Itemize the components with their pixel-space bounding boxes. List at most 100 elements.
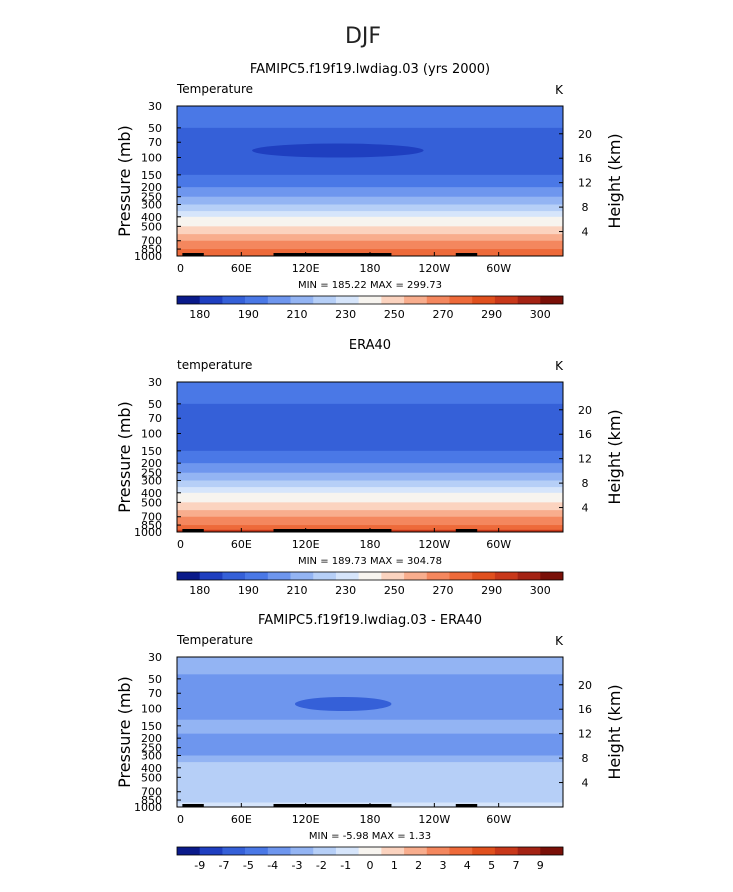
y-tick-label: 70 [148, 687, 162, 700]
colorbar-swatch [222, 296, 246, 304]
colorbar-label: 190 [238, 584, 259, 597]
y-tick-label: 300 [141, 198, 162, 211]
contour-band [177, 733, 563, 756]
panel-title: FAMIPC5.f19f19.lwdiag.03 (yrs 2000) [250, 62, 490, 77]
contour-band [177, 674, 563, 721]
contour-band [177, 463, 563, 474]
y-axis-title: Pressure (mb) [115, 401, 134, 513]
x-tick-label: 120W [418, 262, 450, 275]
y-axis-title: Pressure (mb) [115, 676, 134, 788]
y-tick-label: 200 [141, 457, 162, 470]
colorbar-label: 300 [530, 584, 551, 597]
height-tick-label: 16 [578, 428, 592, 441]
x-tick-label: 60E [231, 262, 252, 275]
contour-band [177, 755, 563, 763]
colorbar-label: 9 [537, 859, 544, 872]
topography [182, 804, 204, 807]
contour-band [177, 719, 563, 735]
x-tick-label: 180 [360, 538, 381, 551]
colorbar-swatch [245, 296, 269, 304]
colorbar-swatch [426, 847, 450, 855]
y-tick-label: 50 [148, 122, 162, 135]
height-tick-label: 12 [578, 728, 592, 741]
colorbar-swatch [494, 572, 518, 580]
contour-band [177, 525, 563, 531]
colorbar-label: 210 [287, 584, 308, 597]
colorbar-label: 180 [189, 584, 210, 597]
contour-band [177, 174, 563, 188]
y-tick-label: 850 [141, 519, 162, 532]
colorbar-label: 230 [335, 308, 356, 321]
y-tick-label: 70 [148, 412, 162, 425]
colorbar-swatch [290, 572, 314, 580]
panel-difference: FAMIPC5.f19f19.lwdiag.03 - ERA40 Temperat… [115, 613, 624, 872]
contour-band [177, 502, 563, 511]
topography [182, 529, 204, 532]
topography [182, 253, 204, 256]
y-tick-label: 1000 [134, 801, 162, 814]
min-max-stats: MIN = -5.98 MAX = 1.33 [309, 831, 431, 842]
height-tick-label: 8 [582, 752, 589, 765]
y-tick-label: 850 [141, 243, 162, 256]
contour-band [177, 196, 563, 205]
min-max-stats: MIN = 185.22 MAX = 299.73 [298, 280, 442, 291]
y-tick-label: 30 [148, 651, 162, 664]
y-tick-label: 1000 [134, 250, 162, 263]
contour-band [177, 492, 563, 503]
units-label: K [555, 359, 564, 373]
colorbar-swatch [199, 296, 223, 304]
colorbar-swatch [381, 847, 405, 855]
y-tick-label: 50 [148, 673, 162, 686]
contour-band [177, 487, 563, 494]
colorbar-label: 2 [415, 859, 422, 872]
units-label: K [555, 634, 564, 648]
y-tick-label: 100 [141, 703, 162, 716]
colorbar-swatch [381, 572, 405, 580]
height-tick-label: 4 [582, 502, 589, 515]
colorbar-label: -5 [243, 859, 254, 872]
colorbar-label: -1 [340, 859, 351, 872]
colorbar-swatch [494, 847, 518, 855]
colorbar-label: 7 [512, 859, 519, 872]
height-tick-label: 20 [578, 679, 592, 692]
min-max-stats: MIN = 189.73 MAX = 304.78 [298, 556, 442, 567]
colorbar-swatch [335, 572, 359, 580]
colorbar-swatch [290, 296, 314, 304]
contour-band [177, 226, 563, 235]
y-tick-label: 700 [141, 786, 162, 799]
colorbar-swatch [404, 847, 428, 855]
y-axis-title-right: Height (km) [605, 409, 624, 504]
colorbar-label: 0 [367, 859, 374, 872]
contour-band [177, 433, 563, 452]
units-label: K [555, 83, 564, 97]
y-tick-label: 500 [141, 496, 162, 509]
colorbar-swatch [313, 847, 337, 855]
colorbar-swatch [199, 847, 223, 855]
x-tick-label: 120E [292, 813, 320, 826]
colorbar-label: 210 [287, 308, 308, 321]
colorbar-label: 290 [481, 308, 502, 321]
colorbar-swatch [177, 572, 201, 580]
contour-band [177, 157, 563, 176]
height-tick-label: 12 [578, 453, 592, 466]
height-tick-label: 12 [578, 177, 592, 190]
colorbar-swatch [472, 847, 496, 855]
colorbar-label: 1 [391, 859, 398, 872]
height-tick-label: 20 [578, 128, 592, 141]
x-tick-label: 120W [418, 538, 450, 551]
x-tick-label: 60W [486, 538, 511, 551]
x-tick-label: 60W [486, 262, 511, 275]
colorbar-swatch [177, 847, 201, 855]
contour-band [177, 106, 563, 129]
colorbar-swatch [245, 847, 269, 855]
colorbar-label: 270 [432, 308, 453, 321]
contour-band [177, 480, 563, 488]
colorbar-label: 270 [432, 584, 453, 597]
colorbar-label: -9 [194, 859, 205, 872]
y-axis-title-right: Height (km) [605, 684, 624, 779]
colorbar-swatch [267, 296, 291, 304]
colorbar-swatch [335, 847, 359, 855]
x-tick-label: 120W [418, 813, 450, 826]
x-tick-label: 60E [231, 538, 252, 551]
variable-label: temperature [177, 358, 252, 372]
